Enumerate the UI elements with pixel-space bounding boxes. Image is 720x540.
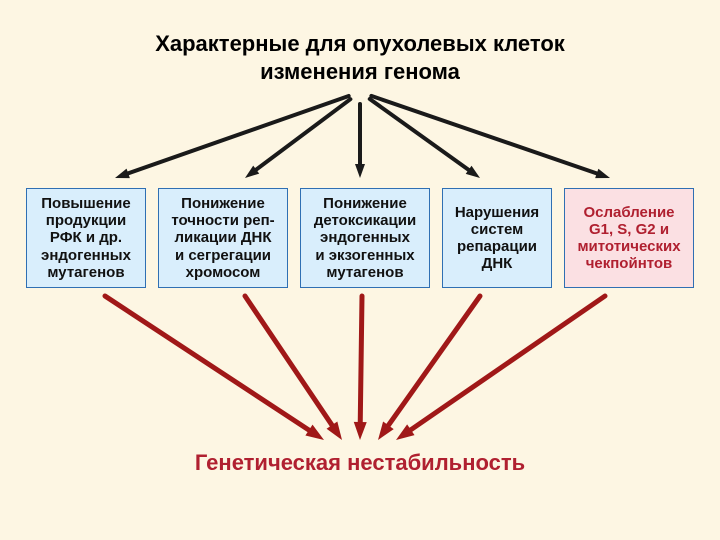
box-checkpoint-label: Ослабление G1, S, G2 и митотических чекп… xyxy=(577,204,680,273)
top-arrow-3-shaft xyxy=(370,99,473,173)
box-replication-label: Понижение точности реп- ликации ДНК и се… xyxy=(171,195,274,281)
bottom-arrow-2-head xyxy=(354,422,367,440)
bottom-arrow-0-shaft xyxy=(105,296,315,434)
top-arrow-4-shaft xyxy=(371,96,602,175)
box-repair: Нарушения систем репарации ДНК xyxy=(442,188,552,288)
box-rfk: Повышение продукции РФК и др. эндогенных… xyxy=(26,188,146,288)
bottom-arrow-4-shaft xyxy=(405,296,605,434)
bottom-arrow-2-shaft xyxy=(360,296,362,429)
bottom-arrow-3-shaft xyxy=(384,296,480,431)
bottom-label: Генетическая нестабильность xyxy=(0,450,720,476)
box-detox-label: Понижение детоксикации эндогенных и экзо… xyxy=(314,195,416,281)
bottom-arrow-0-head xyxy=(305,425,324,440)
bottom-arrow-1-shaft xyxy=(245,296,336,431)
bottom-arrow-4-head xyxy=(396,424,415,440)
top-arrow-0-head xyxy=(115,169,130,178)
top-arrow-1-shaft xyxy=(252,99,351,173)
top-arrow-2-head xyxy=(355,164,365,178)
top-arrow-0-shaft xyxy=(123,96,349,175)
box-rfk-label: Повышение продукции РФК и др. эндогенных… xyxy=(41,195,131,281)
box-detox: Понижение детоксикации эндогенных и экзо… xyxy=(300,188,430,288)
box-replication: Понижение точности реп- ликации ДНК и се… xyxy=(158,188,288,288)
box-repair-label: Нарушения систем репарации ДНК xyxy=(455,204,539,273)
top-arrow-4-head xyxy=(595,169,610,178)
top-arrow-1-head xyxy=(245,166,259,178)
diagram-canvas: Характерные для опухолевых клеток измене… xyxy=(0,0,720,540)
top-arrow-3-head xyxy=(466,166,480,178)
bottom-arrow-1-head xyxy=(327,421,342,440)
bottom-arrow-3-head xyxy=(378,422,394,440)
diagram-title: Характерные для опухолевых клеток измене… xyxy=(0,30,720,85)
box-checkpoint: Ослабление G1, S, G2 и митотических чекп… xyxy=(564,188,694,288)
